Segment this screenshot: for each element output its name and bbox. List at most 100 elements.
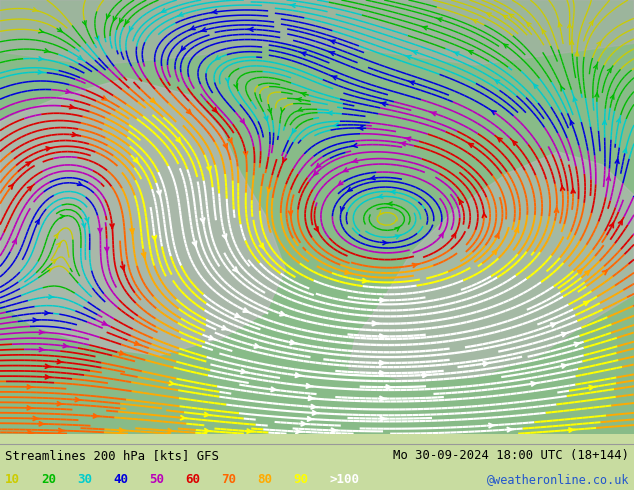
FancyArrowPatch shape [569, 428, 575, 432]
FancyArrowPatch shape [395, 235, 401, 239]
FancyArrowPatch shape [422, 26, 427, 30]
FancyArrowPatch shape [271, 388, 278, 392]
FancyArrowPatch shape [573, 97, 577, 101]
FancyArrowPatch shape [507, 428, 514, 432]
FancyArrowPatch shape [45, 375, 51, 379]
FancyArrowPatch shape [567, 24, 571, 28]
FancyArrowPatch shape [584, 301, 588, 305]
FancyArrowPatch shape [27, 186, 32, 191]
FancyArrowPatch shape [205, 429, 210, 433]
FancyArrowPatch shape [570, 121, 574, 125]
FancyArrowPatch shape [615, 159, 619, 164]
FancyArrowPatch shape [126, 20, 129, 24]
FancyArrowPatch shape [344, 168, 348, 172]
FancyArrowPatch shape [306, 384, 313, 388]
FancyArrowPatch shape [33, 318, 39, 322]
FancyArrowPatch shape [63, 344, 69, 348]
FancyArrowPatch shape [527, 23, 531, 26]
FancyArrowPatch shape [386, 385, 392, 389]
Text: 80: 80 [257, 473, 273, 487]
FancyArrowPatch shape [75, 398, 81, 402]
FancyArrowPatch shape [595, 93, 598, 97]
FancyArrowPatch shape [78, 56, 82, 60]
FancyArrowPatch shape [585, 270, 590, 275]
FancyArrowPatch shape [345, 270, 351, 274]
FancyArrowPatch shape [85, 218, 89, 222]
FancyArrowPatch shape [110, 224, 114, 228]
FancyArrowPatch shape [283, 157, 287, 162]
FancyArrowPatch shape [223, 234, 226, 239]
FancyArrowPatch shape [44, 49, 50, 52]
FancyArrowPatch shape [107, 14, 110, 19]
FancyArrowPatch shape [295, 373, 302, 377]
FancyArrowPatch shape [504, 44, 508, 48]
FancyArrowPatch shape [120, 351, 126, 355]
FancyArrowPatch shape [482, 213, 486, 218]
FancyArrowPatch shape [77, 182, 82, 185]
FancyArrowPatch shape [593, 65, 597, 69]
FancyArrowPatch shape [617, 119, 621, 123]
FancyArrowPatch shape [370, 176, 375, 180]
FancyArrowPatch shape [383, 241, 388, 245]
FancyArrowPatch shape [216, 56, 220, 60]
FancyArrowPatch shape [469, 144, 474, 147]
FancyArrowPatch shape [296, 98, 301, 101]
FancyArrowPatch shape [495, 80, 500, 84]
FancyArrowPatch shape [95, 36, 99, 41]
FancyArrowPatch shape [38, 70, 44, 74]
FancyArrowPatch shape [226, 78, 230, 82]
FancyArrowPatch shape [534, 84, 538, 89]
FancyArrowPatch shape [301, 52, 306, 56]
FancyArrowPatch shape [331, 76, 337, 80]
FancyArrowPatch shape [439, 233, 443, 238]
FancyArrowPatch shape [45, 365, 51, 368]
Text: 70: 70 [221, 473, 236, 487]
FancyArrowPatch shape [243, 151, 247, 156]
FancyArrowPatch shape [27, 385, 33, 389]
FancyArrowPatch shape [130, 229, 134, 233]
FancyArrowPatch shape [247, 429, 253, 433]
FancyArrowPatch shape [254, 344, 261, 348]
FancyArrowPatch shape [292, 129, 296, 133]
FancyArrowPatch shape [102, 321, 107, 325]
FancyArrowPatch shape [316, 164, 321, 168]
FancyArrowPatch shape [409, 81, 415, 85]
FancyArrowPatch shape [301, 422, 307, 426]
FancyArrowPatch shape [623, 148, 627, 153]
FancyArrowPatch shape [515, 228, 519, 232]
FancyArrowPatch shape [380, 210, 384, 215]
FancyArrowPatch shape [340, 207, 344, 211]
FancyArrowPatch shape [413, 264, 418, 268]
FancyArrowPatch shape [26, 162, 30, 166]
FancyArrowPatch shape [495, 233, 499, 238]
FancyArrowPatch shape [390, 190, 396, 194]
FancyArrowPatch shape [607, 68, 611, 73]
Polygon shape [0, 0, 634, 65]
FancyArrowPatch shape [120, 265, 124, 270]
FancyArrowPatch shape [59, 428, 65, 432]
FancyArrowPatch shape [212, 108, 217, 112]
FancyArrowPatch shape [555, 208, 559, 212]
FancyArrowPatch shape [248, 27, 253, 31]
FancyArrowPatch shape [58, 28, 62, 32]
FancyArrowPatch shape [602, 121, 607, 124]
FancyArrowPatch shape [243, 308, 248, 312]
FancyArrowPatch shape [436, 18, 442, 22]
FancyArrowPatch shape [205, 413, 210, 416]
FancyArrowPatch shape [558, 23, 562, 27]
FancyArrowPatch shape [157, 191, 161, 196]
FancyArrowPatch shape [190, 26, 195, 30]
FancyArrowPatch shape [200, 28, 206, 31]
FancyArrowPatch shape [405, 137, 411, 141]
FancyArrowPatch shape [13, 239, 16, 244]
FancyArrowPatch shape [181, 46, 185, 50]
FancyArrowPatch shape [339, 181, 343, 185]
FancyArrowPatch shape [380, 102, 386, 106]
FancyArrowPatch shape [33, 416, 39, 420]
FancyArrowPatch shape [162, 9, 166, 12]
FancyArrowPatch shape [134, 158, 138, 163]
FancyArrowPatch shape [489, 423, 495, 427]
FancyArrowPatch shape [186, 109, 191, 114]
Polygon shape [0, 78, 285, 356]
FancyArrowPatch shape [484, 362, 490, 366]
